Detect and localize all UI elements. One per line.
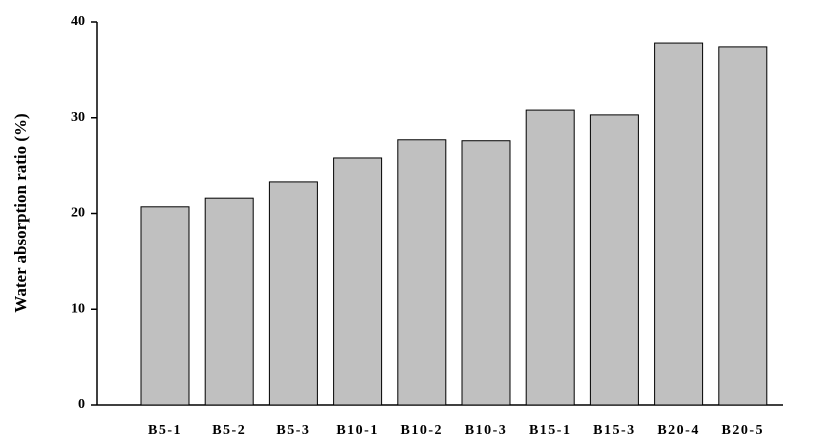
x-tick-label: B10-1: [336, 423, 379, 438]
x-tick-label: B5-1: [148, 423, 182, 438]
x-tick-label: B5-2: [212, 423, 246, 438]
x-tick-label: B15-1: [529, 423, 572, 438]
bar: [718, 46, 768, 406]
x-tick-label: B15-3: [593, 423, 636, 438]
bar: [397, 139, 447, 406]
x-tick-label: B20-5: [722, 423, 765, 438]
bar: [461, 140, 511, 406]
bar: [589, 114, 639, 406]
y-tick-label: 40: [71, 14, 85, 29]
x-tick-label: B5-3: [276, 423, 310, 438]
x-tick-label: B20-4: [657, 423, 700, 438]
bar: [333, 157, 383, 406]
y-tick-label: 0: [78, 397, 85, 412]
y-tick-label: 30: [71, 110, 85, 125]
bar: [525, 109, 575, 406]
bar: [654, 42, 704, 406]
y-tick-label: 20: [71, 206, 85, 221]
x-tick-label: B10-3: [465, 423, 508, 438]
x-tick-label: B10-2: [401, 423, 444, 438]
bar: [268, 181, 318, 406]
y-axis-label: Water absorption ratio (%): [11, 113, 30, 312]
bar: [140, 206, 190, 406]
bar: [204, 197, 254, 406]
y-tick-label: 10: [71, 301, 85, 316]
